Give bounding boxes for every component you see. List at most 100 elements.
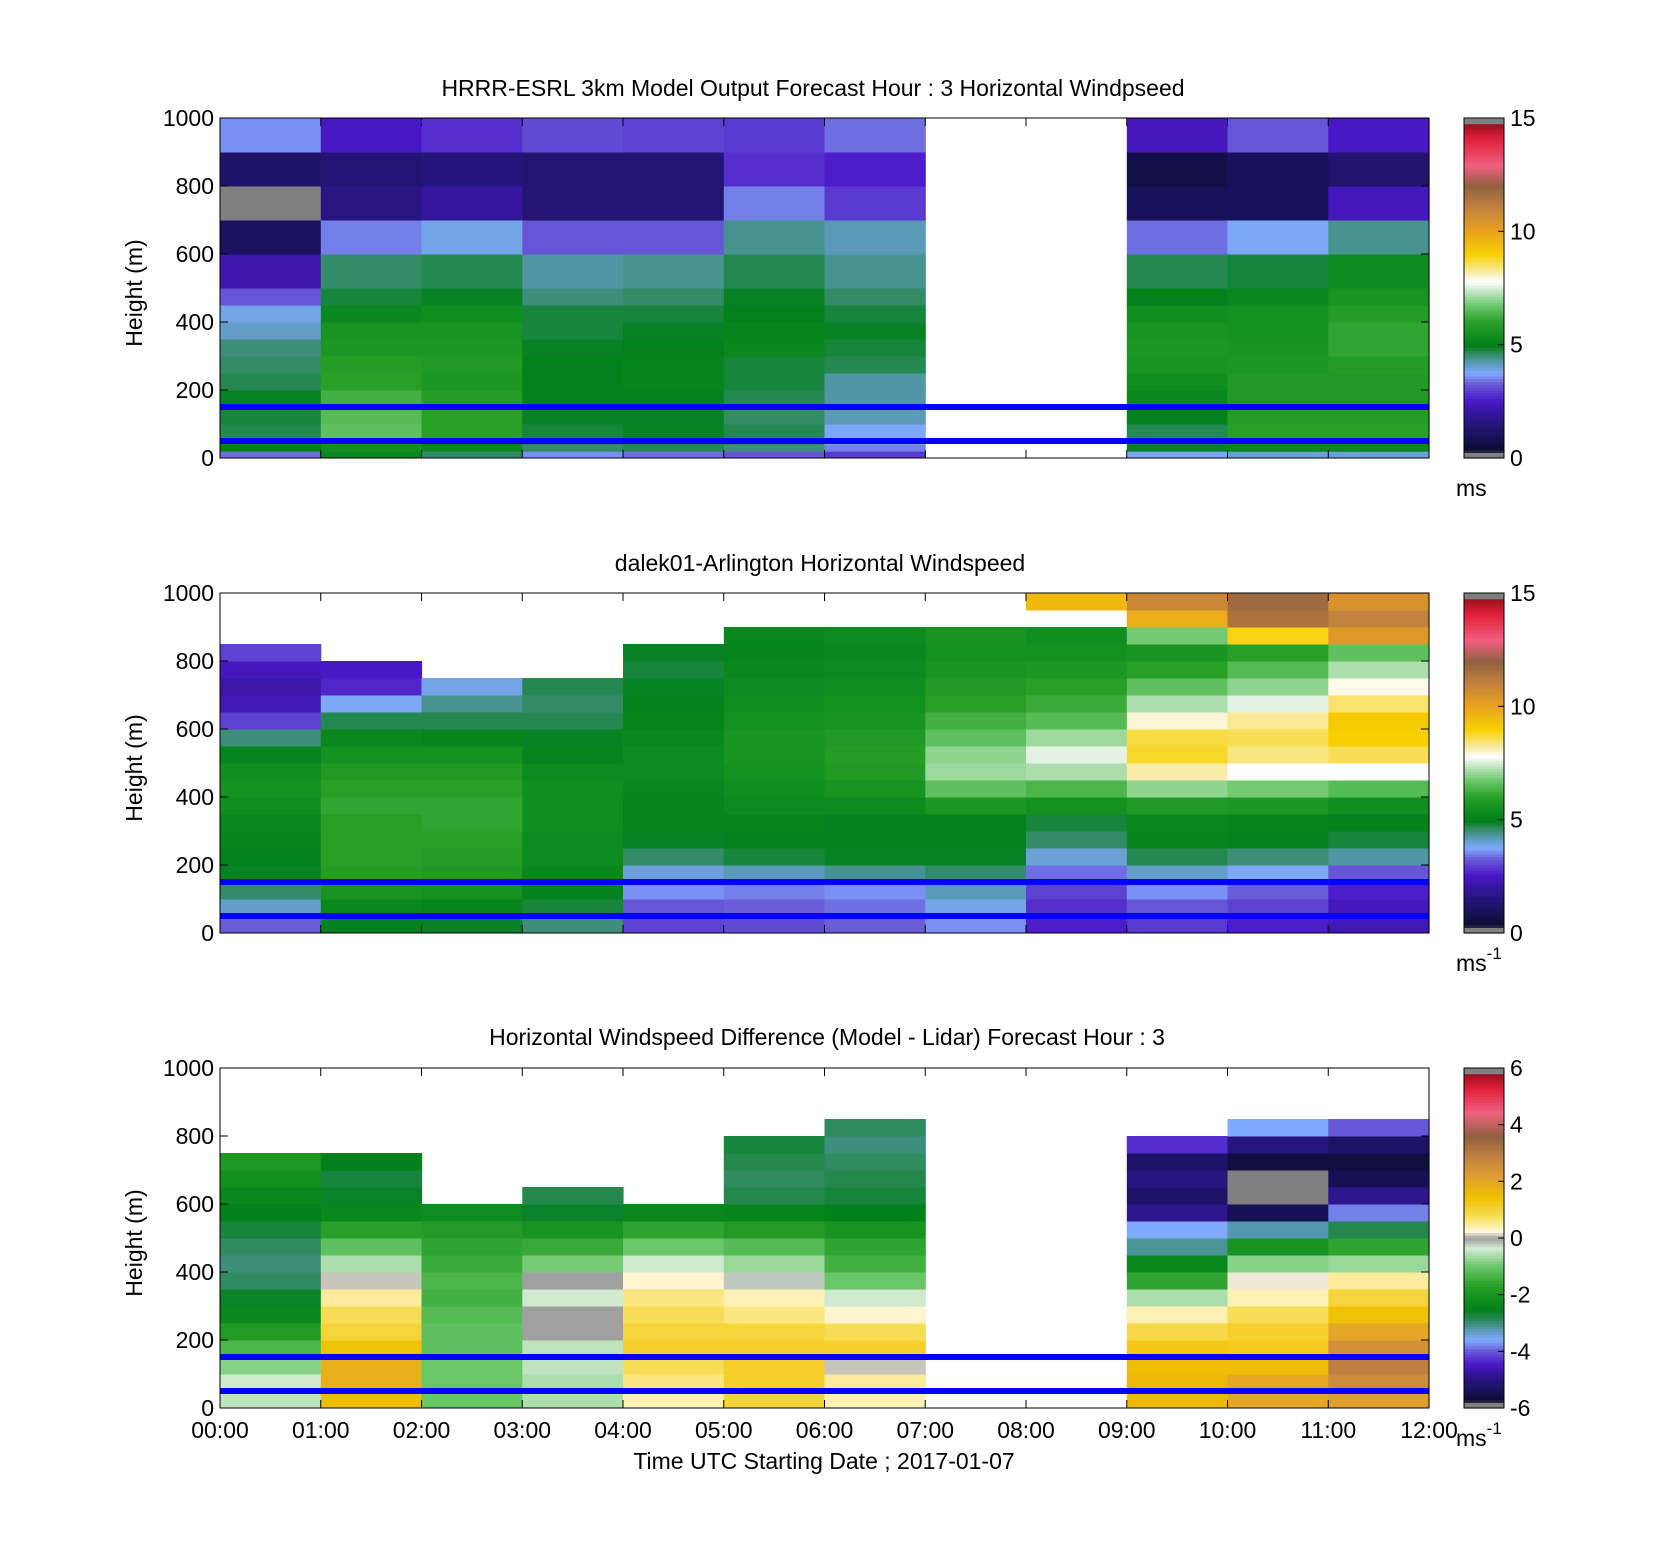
heatmap-cell	[421, 1391, 523, 1409]
heatmap-cell	[824, 1153, 926, 1171]
colorbar-segment	[1464, 214, 1504, 218]
heatmap-cell	[824, 763, 926, 781]
colorbar-segment	[1464, 1226, 1504, 1231]
heatmap-cell	[320, 322, 423, 340]
heatmap-cell	[723, 152, 826, 187]
heatmap-cell	[824, 1272, 926, 1290]
y-tick-label: 800	[176, 648, 214, 674]
colorbar-segment	[1464, 765, 1504, 770]
heatmap-cell	[522, 1272, 624, 1290]
colorbar-segment	[1464, 890, 1504, 894]
x-tick-label: 05:00	[695, 1417, 753, 1443]
heatmap-cell	[1328, 593, 1430, 611]
heatmap-cell	[824, 1323, 926, 1341]
heatmap-cell	[824, 916, 926, 934]
heatmap-cell	[421, 695, 523, 713]
heatmap-cell	[723, 1391, 826, 1409]
colorbar-segment	[1464, 853, 1504, 858]
heatmap-cell	[824, 1221, 926, 1239]
heatmap-cell	[623, 916, 725, 934]
heatmap-cell	[623, 865, 725, 883]
heatmap-cell	[1026, 678, 1128, 696]
heatmap-cell	[1227, 916, 1329, 934]
heatmap-cell	[320, 1357, 423, 1375]
colorbar-segment	[1464, 1068, 1504, 1072]
heatmap-cell	[1126, 1289, 1229, 1307]
heatmap-cell	[421, 322, 523, 340]
panel-3-ylabel: Height (m)	[121, 1189, 147, 1296]
heatmap-cell	[1126, 390, 1229, 408]
heatmap-cell	[421, 814, 523, 832]
heatmap-cell	[220, 1170, 322, 1188]
colorbar-segment	[1464, 132, 1504, 136]
heatmap-cell	[1227, 1391, 1329, 1409]
heatmap-cell	[320, 763, 423, 781]
heatmap-cell	[824, 339, 926, 357]
colorbar-frame	[1463, 117, 1505, 459]
heatmap-cell	[421, 339, 523, 357]
panel-1-heatmap	[220, 118, 1430, 459]
colorbar-segment	[1464, 1096, 1504, 1100]
colorbar-segment	[1464, 1235, 1504, 1239]
heatmap-cell	[925, 644, 1027, 662]
colorbar-segment	[1464, 248, 1504, 252]
colorbar-segment	[1464, 845, 1504, 849]
heatmap-cell	[1328, 451, 1430, 459]
heatmap-cell	[1328, 729, 1430, 747]
colorbar-segment	[1464, 862, 1504, 866]
heatmap-cell	[1126, 644, 1229, 662]
y-tick-label: 800	[176, 1123, 214, 1149]
colorbar-segment	[1464, 220, 1504, 224]
colorbar-segment	[1464, 624, 1504, 628]
colorbar-segment	[1464, 612, 1504, 617]
heatmap-cell	[522, 1374, 624, 1392]
heatmap-cell	[824, 1170, 926, 1188]
heatmap-cell	[522, 1357, 624, 1375]
heatmap-cell	[421, 254, 523, 289]
heatmap-cell	[421, 220, 523, 255]
heatmap-cell	[1328, 1204, 1430, 1222]
heatmap-cell	[723, 831, 826, 849]
colorbar-segment	[1464, 1323, 1504, 1327]
heatmap-cell	[320, 305, 423, 323]
colorbar-segment	[1464, 1073, 1504, 1078]
heatmap-cell	[723, 763, 826, 781]
colorbar-segment	[1464, 907, 1504, 911]
colorbar-segment	[1464, 1257, 1504, 1262]
colorbar-tick-label: 6	[1510, 1055, 1523, 1081]
colorbar-segment	[1464, 1328, 1504, 1333]
colorbar-segment	[1464, 760, 1504, 764]
heatmap-cell	[421, 118, 523, 153]
colorbar-segment	[1464, 1204, 1504, 1208]
heatmap-cell	[824, 1136, 926, 1154]
colorbar-segment	[1464, 689, 1504, 693]
colorbar-segment	[1464, 358, 1504, 363]
heatmap-cell	[220, 1374, 322, 1392]
colorbar-segment	[1464, 1331, 1504, 1335]
colorbar-segment	[1464, 177, 1504, 181]
heatmap-cell	[623, 797, 725, 815]
colorbar-segment	[1464, 1164, 1504, 1168]
colorbar-segment	[1464, 336, 1504, 340]
heatmap-cell	[824, 220, 926, 255]
heatmap-cell	[1126, 356, 1229, 374]
heatmap-cell	[1126, 865, 1229, 883]
heatmap-cell	[824, 288, 926, 306]
heatmap-cell	[1126, 746, 1229, 764]
colorbar-segment	[1464, 610, 1504, 614]
colorbar-segment	[1464, 1093, 1504, 1097]
colorbar-segment	[1464, 678, 1504, 682]
heatmap-cell	[623, 848, 725, 866]
heatmap-cell	[1328, 780, 1430, 798]
heatmap-cell	[320, 678, 423, 696]
colorbar-segment	[1464, 1255, 1504, 1259]
panel-2-yticks: 0 200 400 600 800 1000	[163, 580, 1429, 946]
heatmap-cell	[220, 1238, 322, 1256]
heatmap-cell	[320, 695, 423, 713]
heatmap-cell	[623, 322, 725, 340]
heatmap-cell	[1328, 356, 1430, 374]
colorbar-segment	[1464, 1345, 1504, 1350]
heatmap-cell	[320, 712, 423, 730]
heatmap-cell	[723, 1306, 826, 1324]
heatmap-cell	[1227, 1204, 1329, 1222]
